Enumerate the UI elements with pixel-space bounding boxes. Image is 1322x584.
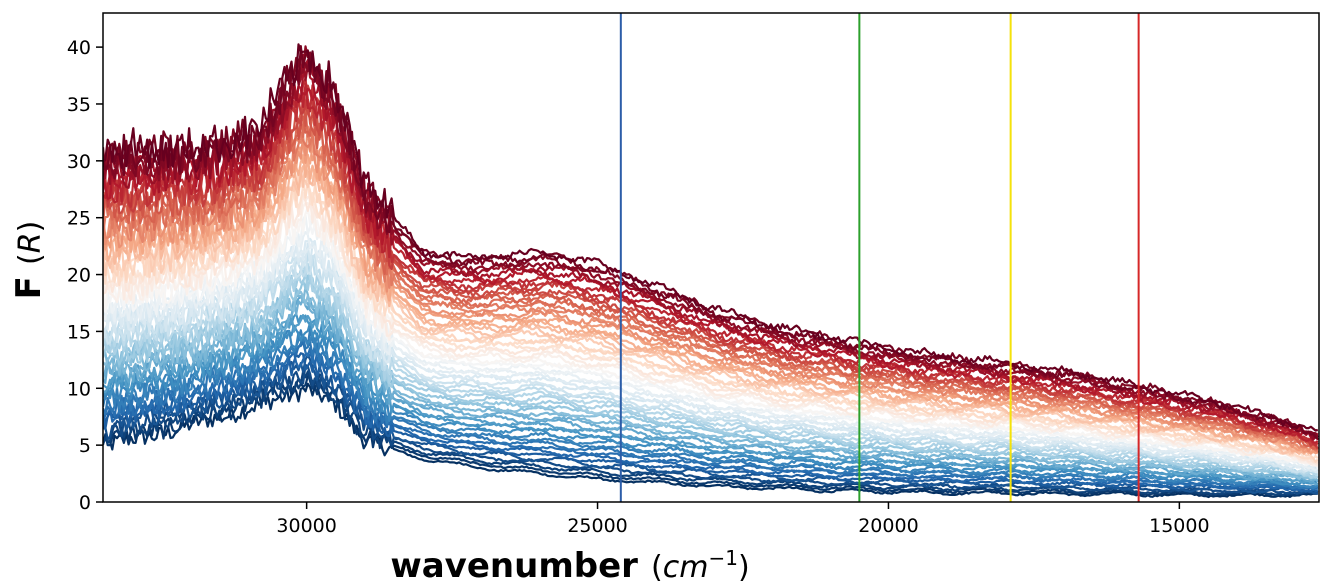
spectrum-line bbox=[103, 335, 1318, 490]
x-tick-label: 20000 bbox=[858, 515, 918, 537]
spectrum-line bbox=[103, 253, 1319, 474]
spectrum-line bbox=[103, 154, 1318, 455]
y-tick-label: 20 bbox=[67, 265, 91, 287]
y-tick-label: 40 bbox=[67, 37, 91, 59]
spectrum-line bbox=[103, 382, 1318, 499]
spectrum-line bbox=[103, 108, 1319, 451]
svg-text:F (R): F (R) bbox=[9, 221, 49, 300]
spectrum-line bbox=[103, 354, 1319, 495]
spectrum-line bbox=[103, 312, 1319, 486]
spectra-lines bbox=[103, 43, 1319, 499]
y-tick-label: 10 bbox=[67, 378, 91, 400]
y-tick-label: 35 bbox=[67, 94, 91, 116]
y-tick-label: 15 bbox=[67, 321, 91, 343]
plot-frame bbox=[102, 12, 1320, 503]
spectrum-line bbox=[103, 142, 1319, 455]
y-tick-label: 25 bbox=[67, 208, 91, 230]
spectrum-line bbox=[103, 175, 1319, 460]
spectrum-line bbox=[103, 231, 1319, 471]
spectrum-line bbox=[103, 164, 1319, 456]
spectrum-line bbox=[103, 43, 1319, 432]
x-tick-label: 30000 bbox=[276, 515, 336, 537]
y-tick-label: 0 bbox=[79, 492, 91, 514]
x-axis-ticks: 30000 25000 20000 15000 bbox=[276, 502, 1210, 537]
spectrum-line bbox=[103, 45, 1319, 440]
reference-lines bbox=[619, 13, 1140, 502]
spectrum-line bbox=[103, 352, 1318, 493]
x-axis-title: wavenumber (cm−1) bbox=[390, 546, 749, 584]
spectrum-line bbox=[103, 82, 1319, 444]
spectrum-line bbox=[103, 329, 1319, 489]
spectrum-line bbox=[103, 131, 1319, 452]
spectrum-line bbox=[103, 51, 1319, 438]
spectrum-line bbox=[103, 261, 1318, 476]
y-axis-title: F (R) bbox=[9, 221, 49, 300]
x-tick-label: 15000 bbox=[1149, 515, 1209, 537]
y-axis-ticks: 0 5 10 15 20 25 30 35 40 bbox=[67, 37, 103, 514]
spectrum-line bbox=[103, 84, 1319, 450]
spectrum-line bbox=[103, 375, 1318, 497]
spectrum-line bbox=[103, 296, 1319, 486]
y-tick-label: 5 bbox=[79, 435, 91, 457]
spectrum-line bbox=[103, 237, 1318, 474]
x-tick-label: 25000 bbox=[567, 515, 627, 537]
y-tick-label: 30 bbox=[67, 151, 91, 173]
